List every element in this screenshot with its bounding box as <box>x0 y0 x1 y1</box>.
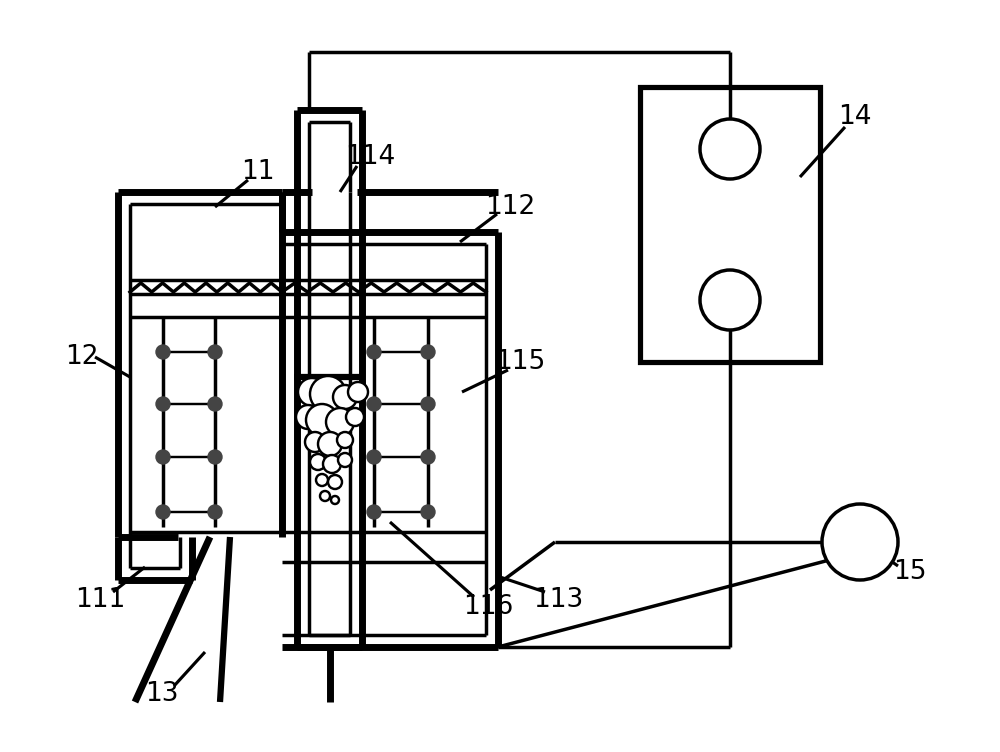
Circle shape <box>156 397 170 411</box>
Circle shape <box>337 432 353 448</box>
Circle shape <box>320 491 330 501</box>
Circle shape <box>156 450 170 464</box>
Text: 12: 12 <box>65 344 99 370</box>
Circle shape <box>208 450 222 464</box>
Circle shape <box>298 378 326 406</box>
Circle shape <box>367 345 381 359</box>
Circle shape <box>700 119 760 179</box>
Circle shape <box>306 404 338 436</box>
Circle shape <box>310 376 346 412</box>
Circle shape <box>310 454 326 470</box>
Circle shape <box>296 405 320 429</box>
Text: 14: 14 <box>838 104 872 130</box>
Circle shape <box>305 432 325 452</box>
Circle shape <box>331 496 339 504</box>
Text: 113: 113 <box>533 587 583 613</box>
Text: 11: 11 <box>241 159 275 185</box>
Circle shape <box>421 345 435 359</box>
Circle shape <box>421 450 435 464</box>
Circle shape <box>346 408 364 426</box>
Circle shape <box>367 505 381 519</box>
Circle shape <box>700 270 760 330</box>
Circle shape <box>338 453 352 467</box>
Circle shape <box>208 505 222 519</box>
Circle shape <box>156 505 170 519</box>
Text: 115: 115 <box>495 349 545 375</box>
Circle shape <box>318 432 342 456</box>
Text: 112: 112 <box>485 194 535 220</box>
Circle shape <box>367 397 381 411</box>
Bar <box>640 87 820 362</box>
Text: 111: 111 <box>75 587 125 613</box>
Circle shape <box>421 505 435 519</box>
Circle shape <box>328 475 342 489</box>
Text: 15: 15 <box>893 559 927 585</box>
Circle shape <box>348 382 368 402</box>
Circle shape <box>208 345 222 359</box>
Circle shape <box>326 408 354 436</box>
Circle shape <box>208 397 222 411</box>
Circle shape <box>156 345 170 359</box>
Text: 13: 13 <box>145 681 179 707</box>
Circle shape <box>421 397 435 411</box>
Circle shape <box>367 450 381 464</box>
Text: 116: 116 <box>463 594 513 620</box>
Text: 114: 114 <box>345 144 395 170</box>
Circle shape <box>323 455 341 473</box>
Circle shape <box>316 474 328 486</box>
Circle shape <box>822 504 898 580</box>
Circle shape <box>333 385 357 409</box>
